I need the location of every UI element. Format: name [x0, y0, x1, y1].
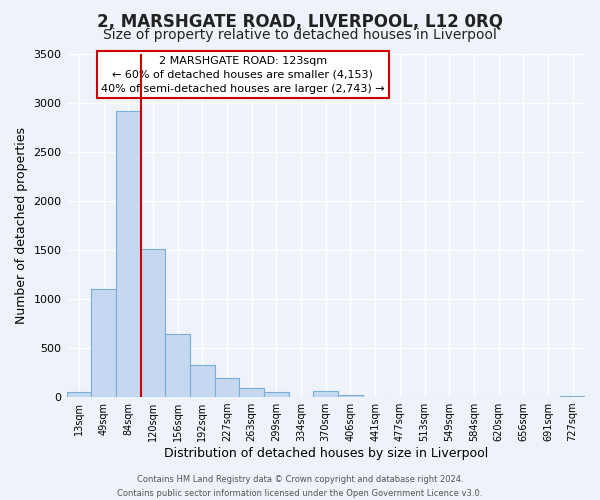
- Text: Size of property relative to detached houses in Liverpool: Size of property relative to detached ho…: [103, 28, 497, 42]
- Bar: [239, 388, 264, 397]
- Text: 2, MARSHGATE ROAD, LIVERPOOL, L12 0RQ: 2, MARSHGATE ROAD, LIVERPOOL, L12 0RQ: [97, 12, 503, 30]
- Bar: [91, 290, 116, 397]
- Text: 2 MARSHGATE ROAD: 123sqm
← 60% of detached houses are smaller (4,153)
40% of sem: 2 MARSHGATE ROAD: 123sqm ← 60% of detach…: [101, 56, 385, 94]
- Bar: [190, 364, 215, 397]
- Bar: [215, 378, 239, 397]
- X-axis label: Distribution of detached houses by size in Liverpool: Distribution of detached houses by size …: [164, 447, 488, 460]
- Bar: [67, 392, 91, 397]
- Bar: [338, 394, 363, 397]
- Y-axis label: Number of detached properties: Number of detached properties: [15, 127, 28, 324]
- Bar: [313, 390, 338, 397]
- Text: Contains HM Land Registry data © Crown copyright and database right 2024.
Contai: Contains HM Land Registry data © Crown c…: [118, 476, 482, 498]
- Bar: [560, 396, 585, 397]
- Bar: [140, 249, 165, 397]
- Bar: [165, 334, 190, 397]
- Bar: [264, 392, 289, 397]
- Bar: [116, 111, 140, 397]
